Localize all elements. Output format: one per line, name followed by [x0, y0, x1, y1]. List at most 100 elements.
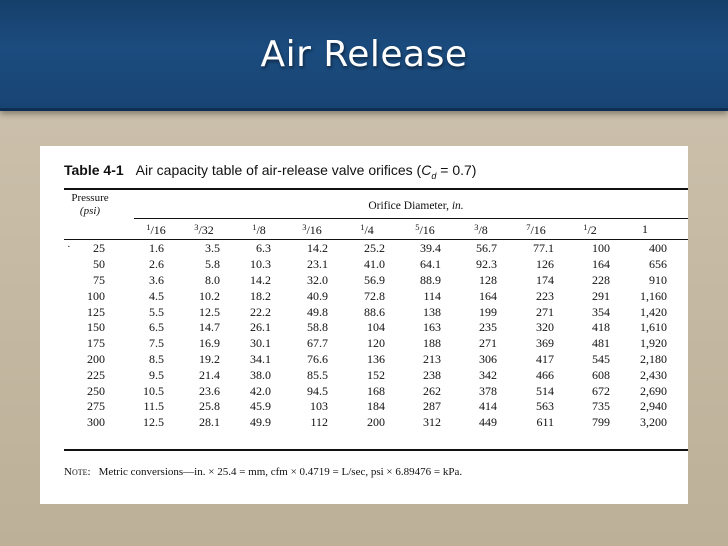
capacity-cell: 88.6 — [364, 304, 385, 319]
capacity-cell: 163 — [423, 320, 441, 335]
capacity-cell: 188 — [423, 336, 441, 351]
size-denominator: 16 — [422, 223, 435, 237]
size-denominator: 16 — [533, 223, 546, 237]
size-header-rule — [64, 239, 688, 240]
capacity-cell: 545 — [592, 351, 610, 366]
capacity-cell: 104 — [367, 320, 385, 335]
pressure-header-label: Pressure — [71, 192, 109, 204]
capacity-cell: 72.8 — [364, 288, 385, 303]
capacity-cell: 138 — [423, 304, 441, 319]
table-note: Note: Metric conversions—in. × 25.4 = mm,… — [64, 466, 462, 478]
table-row: 100 4.5 10.2 18.2 40.9 72.8 114 164 223 291 1,160 — [40, 288, 667, 304]
capacity-cell: 88.9 — [420, 272, 441, 287]
capacity-cell: 199 — [479, 304, 497, 319]
capacity-cell: 10.5 — [143, 383, 164, 398]
capacity-cell: 21.4 — [199, 367, 220, 382]
capacity-cell: 238 — [423, 367, 441, 382]
pressure-cell: 225 — [87, 367, 105, 382]
capacity-cell: 39.4 — [420, 241, 441, 256]
capacity-cell: 2,940 — [640, 399, 667, 414]
capacity-cell: 8.5 — [149, 351, 164, 366]
capacity-cell: 3.5 — [205, 241, 220, 256]
size-numerator: 1 — [583, 222, 588, 232]
caption-text: Air capacity table of air-release valve … — [135, 162, 422, 178]
capacity-cell: 184 — [367, 399, 385, 414]
capacity-cell: 291 — [592, 288, 610, 303]
orifice-header-label: Orifice Diameter, — [368, 200, 452, 212]
table-image: Table 4-1 Air capacity table of air-relea… — [40, 146, 688, 504]
size-whole: 1 — [642, 222, 648, 236]
capacity-cell: 45.9 — [250, 399, 271, 414]
capacity-cell: 67.7 — [307, 336, 328, 351]
orifice-diameter-header: Orifice Diameter, in. — [136, 200, 696, 212]
capacity-cell: 3,200 — [640, 415, 667, 430]
capacity-cell: 34.1 — [250, 351, 271, 366]
size-denominator: 8 — [481, 223, 488, 237]
capacity-cell: 112 — [310, 415, 328, 430]
capacity-cell: 76.6 — [307, 351, 328, 366]
orifice-header-unit: in. — [451, 200, 464, 212]
capacity-cell: 85.5 — [307, 367, 328, 382]
caption-coefficient-subscript: d — [431, 170, 437, 181]
capacity-cell: 342 — [479, 367, 497, 382]
capacity-cell: 114 — [423, 288, 441, 303]
capacity-cell: 25.8 — [199, 399, 220, 414]
capacity-cell: 378 — [479, 383, 497, 398]
capacity-cell: 128 — [479, 272, 497, 287]
capacity-cell: 481 — [592, 336, 610, 351]
capacity-cell: 77.1 — [533, 241, 554, 256]
size-numerator: 7 — [526, 222, 531, 232]
capacity-cell: 3.6 — [149, 272, 164, 287]
pressure-cell: 100 — [87, 288, 105, 303]
top-rule — [64, 188, 688, 190]
capacity-cell: 1.6 — [149, 241, 164, 256]
table-row: 300 12.5 28.1 49.9 112 200 312 449 611 799 3,200 — [40, 415, 667, 431]
capacity-cell: 92.3 — [476, 257, 497, 272]
capacity-cell: 100 — [592, 241, 610, 256]
table-number: Table 4-1 — [64, 162, 124, 178]
table-caption: Table 4-1 Air capacity table of air-relea… — [64, 162, 476, 181]
capacity-cell: 22.2 — [250, 304, 271, 319]
capacity-cell: 6.3 — [256, 241, 271, 256]
capacity-cell: 28.1 — [199, 415, 220, 430]
table-row: 225 9.5 21.4 38.0 85.5 152 238 342 466 608 2,430 — [40, 367, 667, 383]
pressure-cell: 175 — [87, 336, 105, 351]
capacity-cell: 10.3 — [250, 257, 271, 272]
caption-coefficient: C — [421, 162, 432, 178]
table-row: 75 3.6 8.0 14.2 32.0 56.9 88.9 128 174 228 910 — [40, 273, 667, 289]
capacity-cell: 58.8 — [307, 320, 328, 335]
capacity-cell: 213 — [423, 351, 441, 366]
pressure-header-unit: (psi) — [79, 205, 101, 217]
table-row: 275 11.5 25.8 45.9 103 184 287 414 563 735 2,940 — [40, 399, 667, 415]
table-row: 125 5.5 12.5 22.2 49.8 88.6 138 199 271 354 1,420 — [40, 304, 667, 320]
orifice-size-header: 3/32 — [194, 222, 214, 237]
stray-mark: · — [67, 241, 71, 253]
capacity-cell: 164 — [479, 288, 497, 303]
capacity-cell: 287 — [423, 399, 441, 414]
title-bar: Air Release — [0, 0, 728, 111]
capacity-cell: 136 — [367, 351, 385, 366]
capacity-cell: 312 — [423, 415, 441, 430]
capacity-cell: 23.1 — [307, 257, 328, 272]
orifice-size-header: 7/16 — [526, 222, 546, 237]
capacity-cell: 5.5 — [149, 304, 164, 319]
capacity-cell: 14.7 — [199, 320, 220, 335]
capacity-cell: 656 — [649, 257, 667, 272]
air-capacity-table: 25 1.6 3.5 6.3 14.2 25.2 39.4 56.7 77.1 100 400 50 2… — [40, 241, 667, 431]
capacity-cell: 56.9 — [364, 272, 385, 287]
capacity-cell: 910 — [649, 272, 667, 287]
capacity-cell: 400 — [649, 241, 667, 256]
pressure-cell: 50 — [93, 257, 105, 272]
capacity-cell: 12.5 — [199, 304, 220, 319]
capacity-cell: 25.2 — [364, 241, 385, 256]
pressure-cell: 150 — [87, 320, 105, 335]
capacity-cell: 168 — [367, 383, 385, 398]
capacity-cell: 19.2 — [199, 351, 220, 366]
orifice-size-header: 3/16 — [302, 222, 322, 237]
capacity-cell: 12.5 — [143, 415, 164, 430]
size-numerator: 5 — [415, 222, 420, 232]
note-label: Note: — [64, 466, 91, 478]
pressure-cell: 125 — [87, 304, 105, 319]
capacity-cell: 164 — [592, 257, 610, 272]
table-row: 50 2.6 5.8 10.3 23.1 41.0 64.1 92.3 126 164 656 — [40, 257, 667, 273]
